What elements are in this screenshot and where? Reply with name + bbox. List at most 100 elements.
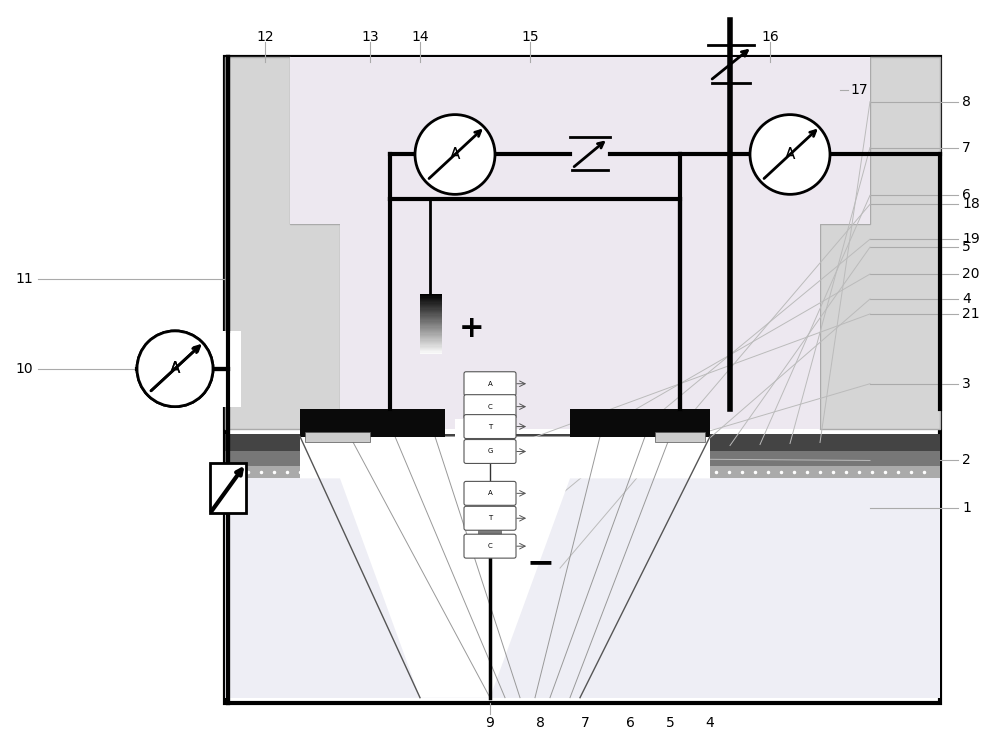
Text: T: T bbox=[488, 515, 492, 521]
Text: 12: 12 bbox=[256, 30, 274, 44]
Bar bbox=[478, 554, 502, 555]
Bar bbox=[478, 521, 502, 522]
Bar bbox=[478, 504, 502, 505]
FancyBboxPatch shape bbox=[464, 372, 516, 396]
Bar bbox=[420, 301, 442, 303]
Bar bbox=[455, 419, 505, 479]
Text: 3: 3 bbox=[962, 377, 971, 391]
Bar bbox=[478, 552, 502, 553]
Text: 4: 4 bbox=[706, 715, 714, 729]
Bar bbox=[420, 319, 442, 320]
Bar bbox=[225, 57, 940, 703]
Bar bbox=[420, 295, 442, 296]
Bar bbox=[420, 349, 442, 350]
Text: A: A bbox=[170, 361, 180, 376]
Bar bbox=[420, 351, 442, 353]
Bar bbox=[478, 526, 502, 527]
Polygon shape bbox=[225, 57, 340, 429]
FancyBboxPatch shape bbox=[464, 415, 516, 438]
Bar bbox=[478, 557, 502, 558]
Text: 21: 21 bbox=[962, 307, 980, 321]
Bar bbox=[478, 509, 502, 510]
Bar bbox=[420, 312, 442, 313]
Text: C: C bbox=[488, 404, 492, 410]
Text: 4: 4 bbox=[962, 292, 971, 306]
Bar bbox=[478, 547, 502, 548]
Bar bbox=[420, 328, 442, 330]
Bar bbox=[478, 513, 502, 515]
Text: C: C bbox=[488, 543, 492, 549]
Bar bbox=[478, 546, 502, 547]
Bar bbox=[305, 432, 370, 441]
Bar bbox=[655, 432, 705, 441]
FancyBboxPatch shape bbox=[464, 394, 516, 419]
Text: +: + bbox=[459, 314, 485, 343]
Text: A: A bbox=[170, 361, 180, 376]
Bar bbox=[225, 474, 940, 698]
Text: A: A bbox=[488, 490, 492, 496]
Text: 1: 1 bbox=[962, 501, 971, 515]
Bar bbox=[478, 512, 502, 513]
Bar bbox=[478, 535, 502, 537]
Bar bbox=[478, 528, 502, 529]
Text: 6: 6 bbox=[626, 715, 634, 729]
Text: 16: 16 bbox=[761, 30, 779, 44]
Text: G: G bbox=[487, 449, 493, 454]
Bar bbox=[420, 300, 442, 301]
Circle shape bbox=[750, 114, 830, 194]
Text: 11: 11 bbox=[15, 272, 33, 286]
Polygon shape bbox=[820, 57, 940, 429]
Circle shape bbox=[415, 114, 495, 194]
Bar bbox=[420, 335, 442, 336]
Bar bbox=[420, 326, 442, 328]
Bar bbox=[420, 345, 442, 347]
Bar bbox=[478, 543, 502, 544]
Bar bbox=[420, 318, 442, 319]
Bar bbox=[300, 408, 445, 437]
Bar bbox=[420, 342, 442, 343]
Bar bbox=[478, 539, 502, 540]
Bar bbox=[478, 538, 502, 539]
Bar bbox=[420, 306, 442, 307]
Bar bbox=[478, 548, 502, 549]
Circle shape bbox=[137, 331, 213, 407]
Bar bbox=[478, 505, 502, 507]
FancyBboxPatch shape bbox=[464, 440, 516, 463]
Bar bbox=[478, 545, 502, 546]
Bar bbox=[225, 433, 940, 452]
Text: 10: 10 bbox=[15, 362, 33, 376]
Text: 7: 7 bbox=[962, 141, 971, 155]
Bar bbox=[478, 550, 502, 551]
Bar bbox=[478, 507, 502, 508]
Bar bbox=[478, 553, 502, 554]
Bar bbox=[420, 323, 442, 324]
Bar bbox=[478, 530, 502, 531]
Bar bbox=[478, 518, 502, 519]
Text: 15: 15 bbox=[521, 30, 539, 44]
Bar bbox=[478, 555, 502, 556]
Bar bbox=[478, 527, 502, 528]
Bar bbox=[215, 463, 241, 513]
Bar bbox=[478, 520, 502, 521]
Text: 19: 19 bbox=[962, 232, 980, 246]
Bar bbox=[420, 337, 442, 338]
Bar bbox=[420, 348, 442, 349]
FancyBboxPatch shape bbox=[464, 507, 516, 530]
Bar bbox=[478, 515, 502, 516]
Bar bbox=[478, 542, 502, 543]
Text: T: T bbox=[488, 424, 492, 430]
Bar bbox=[478, 529, 502, 530]
Text: 20: 20 bbox=[962, 267, 980, 281]
Bar bbox=[420, 332, 442, 334]
Bar bbox=[420, 296, 442, 298]
Polygon shape bbox=[290, 57, 870, 429]
Bar bbox=[478, 551, 502, 552]
Text: A: A bbox=[450, 147, 460, 162]
Text: A: A bbox=[488, 380, 492, 387]
Bar bbox=[420, 315, 442, 317]
Bar bbox=[225, 466, 940, 479]
Bar bbox=[478, 508, 502, 509]
Bar bbox=[478, 532, 502, 533]
Bar bbox=[215, 331, 241, 407]
Bar bbox=[478, 533, 502, 534]
